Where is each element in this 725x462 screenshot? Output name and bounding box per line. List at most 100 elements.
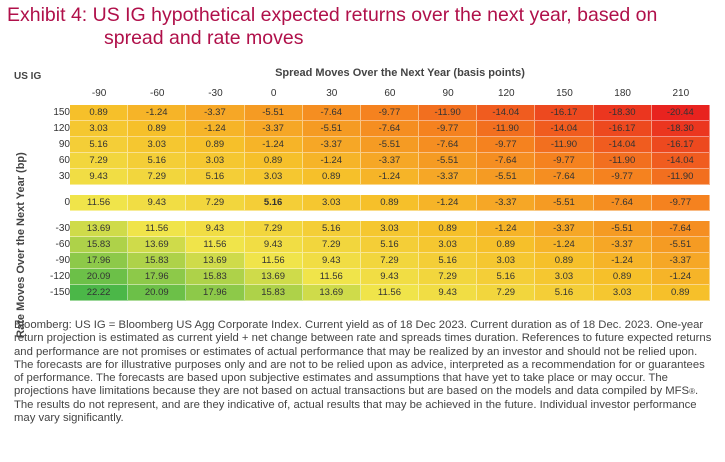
heatmap-cell: 3.03	[70, 121, 129, 137]
heatmap-cell: -9.77	[477, 137, 536, 153]
column-header: 180	[614, 88, 631, 99]
heatmap-cell: -9.77	[360, 105, 420, 121]
heatmap-cell: -3.37	[186, 105, 245, 121]
heatmap-row: -60 15.83 13.69 11.56 9.43 7.29 5.16 3.03 0.89 -1…	[41, 237, 710, 253]
heatmap-cell: 0.89	[244, 153, 303, 169]
heatmap-cell: -16.17	[593, 121, 652, 137]
heatmap-row: 120 3.03 0.89 -1.24 -3.37 -5.51 -7.64 -9.77 -11.…	[41, 121, 710, 137]
heatmap-cell: 15.83	[128, 253, 187, 269]
heatmap-cell: -9.77	[593, 169, 652, 185]
heatmap-cell: 3.03	[477, 253, 536, 269]
heatmap-cell: 0.89	[419, 221, 478, 237]
heatmap-cell: -11.90	[593, 153, 652, 169]
column-header: -60	[150, 88, 165, 99]
heatmap-row: 60 7.29 5.16 3.03 0.89 -1.24 -3.37 -5.51 -7.64 -9…	[41, 153, 710, 169]
heatmap-cell: 22.22	[70, 285, 129, 301]
heatmap-cell: 7.29	[419, 269, 478, 285]
heatmap-cell: 0.89	[477, 237, 536, 253]
heatmap-cell: 5.16	[535, 285, 594, 301]
heatmap-row: 90 5.16 3.03 0.89 -1.24 -3.37 -5.51 -7.64 -9.77-…	[41, 137, 710, 153]
column-headers: -90 -60 -30 0 30 60 90 120 150 180 210	[70, 88, 710, 102]
heatmap-cell: -5.51	[651, 237, 710, 253]
heatmap-cell: 11.56	[360, 285, 420, 301]
row-label: 0	[64, 197, 70, 208]
heatmap-cell: -1.24	[244, 137, 303, 153]
heatmap-cell: 13.69	[128, 237, 187, 253]
heatmap-row: 0 11.56 9.43 7.29 5.16 3.03 0.89 -1.24 -3.37 -5.5…	[41, 195, 710, 211]
heatmap-row: 150 0.89 -1.24 -3.37 -5.51 -7.64 -9.77 -11.90 -1…	[41, 105, 710, 121]
heatmap-cell: 20.09	[128, 285, 187, 301]
column-header: 90	[442, 88, 454, 99]
heatmap-cell: -1.24	[360, 169, 420, 185]
heatmap-cell: -3.37	[244, 121, 303, 137]
heatmap-cell: 0.89	[70, 105, 129, 121]
heatmap-cell: -9.77	[419, 121, 478, 137]
heatmap-cell: -5.51	[419, 153, 478, 169]
heatmap-cell: 9.43	[70, 169, 129, 185]
footnote-text: Bloomberg: US IG = Bloomberg US Agg Corp…	[14, 319, 712, 398]
registered-mark: ®	[689, 387, 695, 397]
heatmap-cell: -11.90	[477, 121, 536, 137]
heatmap-cell: -9.77	[535, 153, 594, 169]
heatmap-cell: 0.89	[360, 195, 420, 211]
heatmap-cell: -20.44	[651, 105, 710, 121]
heatmap-cell: 11.56	[244, 253, 303, 269]
heatmap-cell: -3.37	[302, 137, 361, 153]
heatmap-cell: -9.77	[651, 195, 710, 211]
column-header: -90	[91, 88, 107, 99]
heatmap-cell: 3.03	[128, 137, 187, 153]
heatmap-cell: 13.69	[70, 221, 129, 237]
heatmap-cell: 11.56	[70, 195, 129, 211]
heatmap-cell: -7.64	[419, 137, 478, 153]
heatmap-row: -30 13.69 11.56 9.43 7.29 5.16 3.03 0.89 -1.24 -3…	[41, 221, 710, 237]
heatmap-cell: 3.03	[360, 221, 420, 237]
heatmap-cell: -1.24	[186, 121, 245, 137]
heatmap-cell: 5.16	[302, 221, 361, 237]
heatmap-cell: 0.89	[593, 269, 652, 285]
heatmap-cell: 5.16	[419, 253, 478, 269]
heatmap-cell: -1.24	[419, 195, 478, 211]
heatmap-cell: -7.64	[535, 169, 594, 185]
heatmap-cell: 7.29	[244, 221, 303, 237]
heatmap-cell: -5.51	[244, 105, 303, 121]
row-label: -60	[55, 239, 70, 250]
heatmap-cell: 3.03	[419, 237, 478, 253]
heatmap-cell: 3.03	[535, 269, 594, 285]
heatmap-cell: 11.56	[128, 221, 187, 237]
heatmap-row: 30 9.43 7.29 5.16 3.03 0.89 -1.24 -3.37 -5.51 -7.…	[41, 169, 710, 185]
heatmap-cell: 3.03	[244, 169, 303, 185]
heatmap-cell: 9.43	[360, 269, 420, 285]
heatmap-cell: -7.64	[593, 195, 652, 211]
heatmap-cell: -7.64	[651, 221, 710, 237]
row-label: 120	[53, 123, 70, 134]
column-header: 120	[497, 88, 515, 99]
row-label: -90	[55, 255, 70, 266]
heatmap-cell: 13.69	[302, 285, 361, 301]
heatmap-cell: 9.43	[244, 237, 303, 253]
heatmap-cell: -14.04	[477, 105, 536, 121]
heatmap-cell: -5.51	[593, 221, 652, 237]
heatmap-cell: 9.43	[186, 221, 245, 237]
heatmap-cell: -1.24	[593, 253, 652, 269]
row-label: 60	[58, 155, 70, 166]
heatmap-cell: 15.83	[186, 269, 245, 285]
heatmap-cell: -18.30	[593, 105, 652, 121]
heatmap-cell: 11.56	[186, 237, 245, 253]
heatmap-cell: -3.37	[535, 221, 594, 237]
heatmap-cell: -1.24	[477, 221, 536, 237]
heatmap-cell: -1.24	[128, 105, 187, 121]
heatmap-cell: -3.37	[419, 169, 478, 185]
heatmap-row: -120 20.09 17.96 15.83 13.69 11.56 9.43 7.29 5.1…	[41, 269, 710, 285]
heatmap-cell: 17.96	[70, 253, 129, 269]
heatmap-cell: -11.90	[651, 169, 710, 185]
title-line-2: spread and rate moves	[104, 27, 304, 49]
heatmap-cell: 0.89	[651, 285, 710, 301]
heatmap-cell: 9.43	[302, 253, 361, 269]
heatmap-cell: 13.69	[186, 253, 245, 269]
column-header: 210	[672, 88, 690, 99]
column-header: 30	[326, 88, 338, 99]
chart-title: Exhibit 4: US IG hypothetical expected r…	[7, 4, 707, 50]
heatmap-cell: -5.51	[477, 169, 536, 185]
heatmap-cell: 3.03	[186, 153, 245, 169]
column-header: -30	[208, 88, 223, 99]
